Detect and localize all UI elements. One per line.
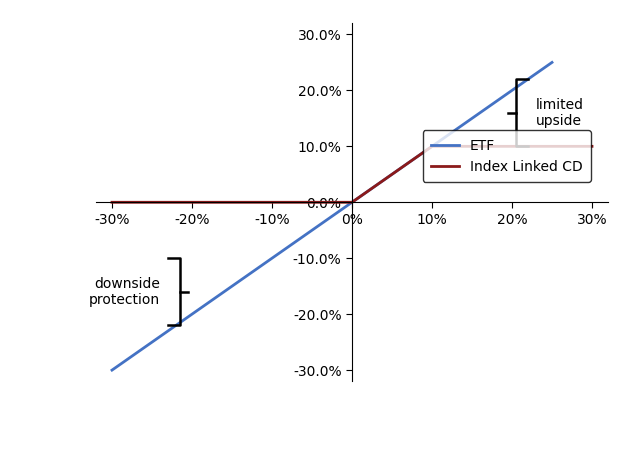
Line: Index Linked CD: Index Linked CD [112, 146, 592, 202]
Index Linked CD [348, 199, 356, 205]
Legend: ETF, Index Linked CD: ETF, Index Linked CD [422, 131, 591, 182]
Index Linked CD [588, 144, 596, 149]
Index Linked CD [108, 199, 116, 205]
Index Linked CD [428, 144, 436, 149]
Text: downside
protection: downside protection [89, 277, 160, 307]
Text: limited
upside: limited upside [536, 98, 584, 128]
